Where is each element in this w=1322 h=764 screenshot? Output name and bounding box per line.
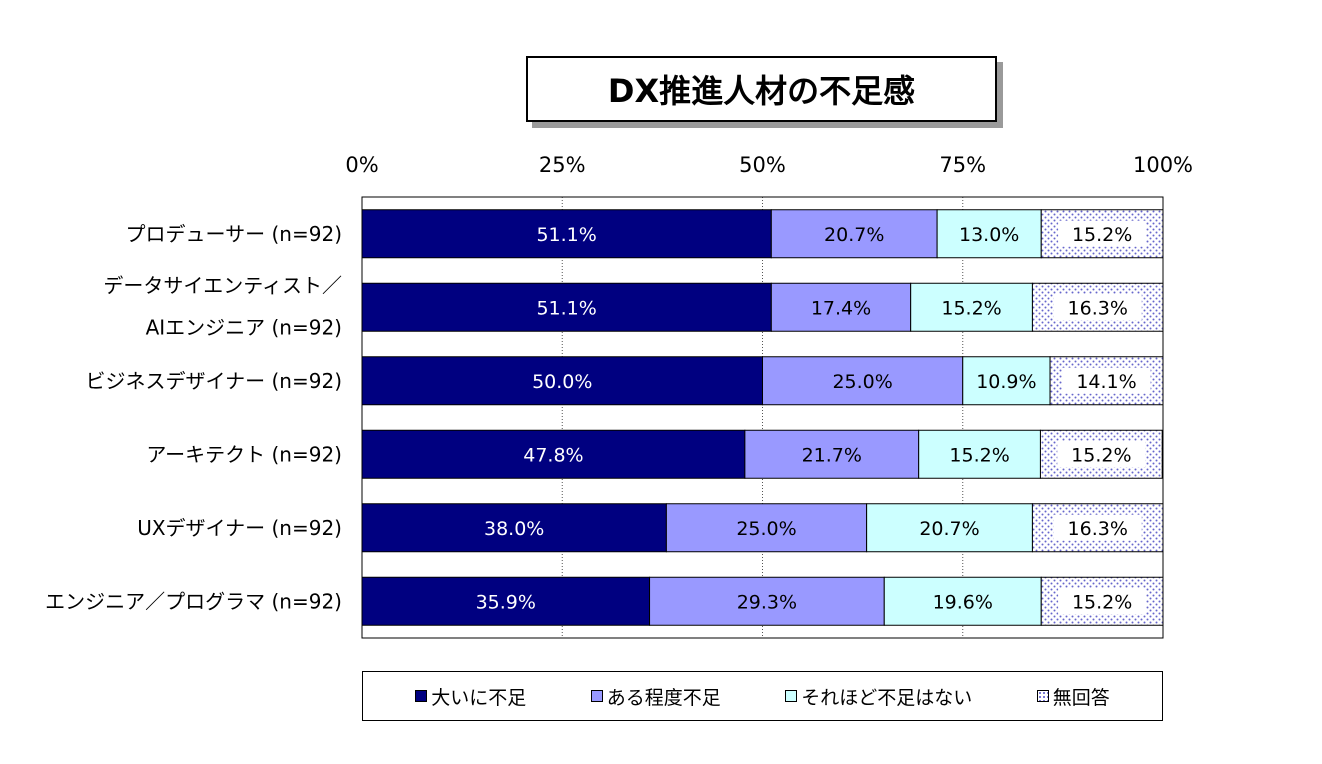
bar-segment: [910, 282, 1033, 332]
bar-segment: [936, 209, 1042, 259]
data-label: 17.4%: [811, 297, 871, 319]
data-label: 14.1%: [1076, 371, 1136, 393]
plot-frame: [361, 196, 1164, 639]
data-label-bg: [1053, 294, 1142, 321]
x-tick-label: 50%: [739, 153, 786, 177]
category-label: ビジネスデザイナー (n=92): [86, 369, 342, 393]
data-label-bg: [1062, 367, 1151, 394]
legend-label: 無回答: [1052, 686, 1110, 709]
data-label: 50.0%: [532, 371, 592, 393]
data-label: 38.0%: [484, 518, 544, 540]
bar-segment: [361, 356, 763, 406]
data-label: 16.3%: [1068, 297, 1128, 319]
x-tick-label: 25%: [539, 153, 586, 177]
data-label: 15.2%: [941, 297, 1001, 319]
bar-segment: [744, 429, 920, 479]
data-label: 29.3%: [737, 591, 797, 613]
bar-segment: [762, 356, 964, 406]
data-label: 10.9%: [976, 371, 1036, 393]
bar-segment: [918, 429, 1041, 479]
legend-swatch: [415, 690, 428, 702]
data-label: 35.9%: [476, 591, 536, 613]
data-label: 15.2%: [1072, 591, 1132, 613]
bar-segment: [770, 282, 912, 332]
bar-segment: [361, 576, 651, 626]
data-label: 25.0%: [832, 371, 892, 393]
data-label-bg: [1057, 441, 1146, 468]
legend-item: 大いに不足: [415, 683, 526, 710]
bar-segment: [649, 576, 885, 626]
data-label: 47.8%: [523, 444, 583, 466]
legend-label: ある程度不足: [606, 686, 721, 709]
category-label: AIエンジニア (n=92): [146, 315, 342, 339]
category-label: エンジニア／プログラマ (n=92): [45, 589, 342, 613]
legend-label: 大いに不足: [431, 686, 527, 709]
data-label: 15.2%: [1072, 224, 1132, 246]
data-label: 51.1%: [536, 297, 596, 319]
data-label: 51.1%: [536, 224, 596, 246]
legend-item: 無回答: [1036, 683, 1110, 710]
x-tick-label: 75%: [939, 153, 986, 177]
legend-label: それほど不足はない: [801, 686, 973, 709]
bar-segment: [866, 503, 1033, 553]
bar-segment: [883, 576, 1042, 626]
data-label: 19.6%: [933, 591, 993, 613]
data-label: 16.3%: [1068, 518, 1128, 540]
legend-swatch: [590, 690, 603, 702]
category-label: プロデューサー (n=92): [126, 222, 342, 246]
bar-segment: [962, 356, 1051, 406]
category-label: データサイエンティスト／: [103, 273, 342, 297]
bar-segment: [361, 429, 746, 479]
bar-segment: [361, 282, 772, 332]
bar-segment: [665, 503, 868, 553]
legend-item: ある程度不足: [590, 683, 721, 710]
chart-title: DX推進人材の不足感: [526, 56, 997, 122]
data-label: 25.0%: [736, 518, 796, 540]
category-label: アーキテクト (n=92): [146, 442, 342, 466]
data-label: 21.7%: [802, 444, 862, 466]
data-label-bg: [1058, 220, 1147, 247]
legend-swatch: [1036, 690, 1049, 702]
legend-swatch: [785, 690, 798, 702]
x-tick-label: 100%: [1133, 153, 1193, 177]
data-label-bg: [1058, 588, 1147, 615]
chart-legend: 大いに不足 ある程度不足 それほど不足はない 無回答: [362, 671, 1163, 721]
data-label-bg: [1053, 514, 1142, 541]
category-label: UXデザイナー (n=92): [137, 516, 342, 540]
data-label: 15.2%: [1071, 444, 1131, 466]
bar-segment: [770, 209, 938, 259]
data-label: 15.2%: [949, 444, 1009, 466]
legend-item: それほど不足はない: [785, 683, 972, 710]
data-label: 20.7%: [919, 518, 979, 540]
x-tick-label: 0%: [345, 153, 378, 177]
data-label: 20.7%: [824, 224, 884, 246]
data-label: 13.0%: [959, 224, 1019, 246]
bar-segment: [361, 209, 772, 259]
bar-segment: [361, 503, 667, 553]
